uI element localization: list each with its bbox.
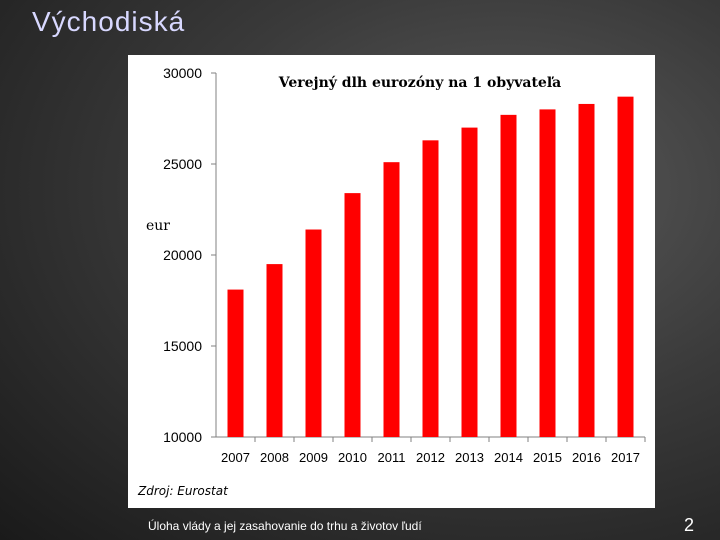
y-axis-label: eur (146, 218, 170, 234)
bar-2015 (539, 109, 556, 438)
x-tick-label: 2013 (455, 450, 484, 465)
y-tick-labels: 10000 15000 20000 25000 30000 (163, 65, 202, 445)
chart-source: Zdroj: Eurostat (137, 484, 229, 498)
bar-2017 (617, 96, 634, 437)
y-tick-label: 20000 (163, 247, 202, 263)
x-tick-label: 2010 (338, 450, 367, 465)
x-tick-label: 2017 (611, 450, 640, 465)
bar-2013 (461, 127, 478, 437)
x-tick-label: 2012 (416, 450, 445, 465)
slide-title: Východiská (32, 6, 186, 37)
bar-2007 (227, 289, 244, 437)
x-tick-label: 2007 (221, 450, 250, 465)
bar-2010 (344, 193, 361, 437)
bar-2012 (422, 140, 439, 437)
chart-axes (211, 72, 646, 442)
x-tick-label: 2008 (260, 450, 289, 465)
page-number: 2 (684, 515, 695, 535)
bar-2009 (305, 229, 322, 437)
footer-text: Úloha vlády a jej zasahovanie do trhu a … (148, 519, 422, 533)
x-tick-label: 2014 (494, 450, 523, 465)
chart-bars (227, 96, 634, 438)
x-tick-label: 2015 (533, 450, 562, 465)
y-tick-label: 30000 (163, 65, 202, 81)
chart-title: Verejný dlh eurozóny na 1 obyvateľa (278, 74, 561, 91)
y-tick-label: 25000 (163, 156, 202, 172)
bar-2011 (383, 162, 400, 437)
x-tick-label: 2011 (378, 450, 406, 465)
bar-2014 (500, 114, 517, 438)
bar-2008 (266, 264, 283, 437)
chart-container: 10000 15000 20000 25000 30000 2007 2008 2009 20… (128, 55, 655, 508)
x-tick-label: 2016 (572, 450, 601, 465)
y-tick-label: 15000 (163, 338, 202, 354)
x-tick-labels: 2007 2008 2009 2010 2011 2012 2013 2014 2015 2016… (221, 450, 640, 465)
bar-2016 (578, 103, 595, 437)
y-tick-label: 10000 (163, 429, 202, 445)
x-tick-label: 2009 (299, 450, 328, 465)
